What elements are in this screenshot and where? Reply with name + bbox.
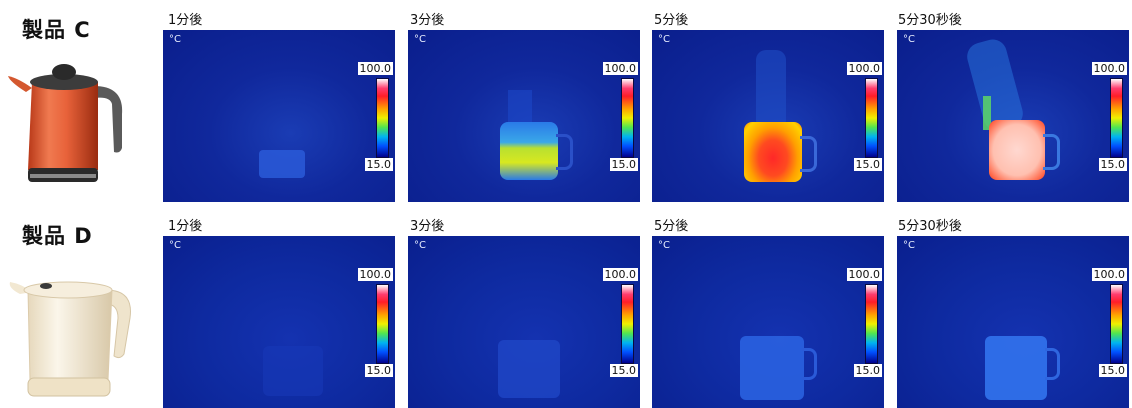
scale-max-label: 100.0 — [357, 62, 393, 75]
thermal-image-d-3min: °C 100.0 15.0 — [408, 236, 640, 408]
time-label-c-3: 5分後 — [654, 13, 689, 28]
unit-label: °C — [169, 240, 181, 251]
scale-min-label: 15.0 — [609, 158, 638, 171]
scale-min-label: 15.0 — [364, 364, 393, 377]
product-c-label: 製品 C — [22, 18, 91, 42]
thermal-image-c-3min: °C 100.0 15.0 — [408, 30, 640, 202]
scale-max-label: 100.0 — [1091, 62, 1127, 75]
thermal-image-c-5min30s: °C 100.0 15.0 — [897, 30, 1129, 202]
scale-max-label: 100.0 — [357, 268, 393, 281]
unit-label: °C — [903, 34, 915, 45]
unit-label: °C — [169, 34, 181, 45]
scale-min-label: 15.0 — [609, 364, 638, 377]
unit-label: °C — [658, 240, 670, 251]
scale-min-label: 15.0 — [853, 158, 882, 171]
unit-label: °C — [903, 240, 915, 251]
time-label-d-1: 1分後 — [168, 219, 203, 234]
time-label-c-1: 1分後 — [168, 13, 203, 28]
unit-label: °C — [414, 240, 426, 251]
scale-max-label: 100.0 — [846, 268, 882, 281]
scale-max-label: 100.0 — [1091, 268, 1127, 281]
time-label-c-2: 3分後 — [410, 13, 445, 28]
kettle-d-image — [9, 281, 131, 397]
scale-min-label: 15.0 — [364, 158, 393, 171]
thermal-image-d-5min30s: °C 100.0 15.0 — [897, 236, 1129, 408]
scale-min-label: 15.0 — [853, 364, 882, 377]
time-label-d-2: 3分後 — [410, 219, 445, 234]
color-scale-bar — [621, 78, 634, 158]
thermal-image-c-1min: °C 100.0 15.0 — [163, 30, 395, 202]
color-scale-bar — [1110, 78, 1123, 158]
scale-max-label: 100.0 — [846, 62, 882, 75]
color-scale-bar — [376, 284, 389, 364]
color-scale-bar — [621, 284, 634, 364]
color-scale-bar — [376, 78, 389, 158]
kettle-c-image — [8, 64, 123, 182]
unit-label: °C — [414, 34, 426, 45]
scale-min-label: 15.0 — [1098, 158, 1127, 171]
color-scale-bar — [865, 78, 878, 158]
time-label-c-4: 5分30秒後 — [898, 13, 962, 28]
scale-min-label: 15.0 — [1098, 364, 1127, 377]
thermal-image-d-5min: °C 100.0 15.0 — [652, 236, 884, 408]
color-scale-bar — [865, 284, 878, 364]
time-label-d-4: 5分30秒後 — [898, 219, 962, 234]
thermal-image-c-5min: °C 100.0 15.0 — [652, 30, 884, 202]
thermal-image-d-1min: °C 100.0 15.0 — [163, 236, 395, 408]
color-scale-bar — [1110, 284, 1123, 364]
unit-label: °C — [658, 34, 670, 45]
time-label-d-3: 5分後 — [654, 219, 689, 234]
scale-max-label: 100.0 — [602, 62, 638, 75]
scale-max-label: 100.0 — [602, 268, 638, 281]
product-d-label: 製品 D — [22, 224, 93, 248]
